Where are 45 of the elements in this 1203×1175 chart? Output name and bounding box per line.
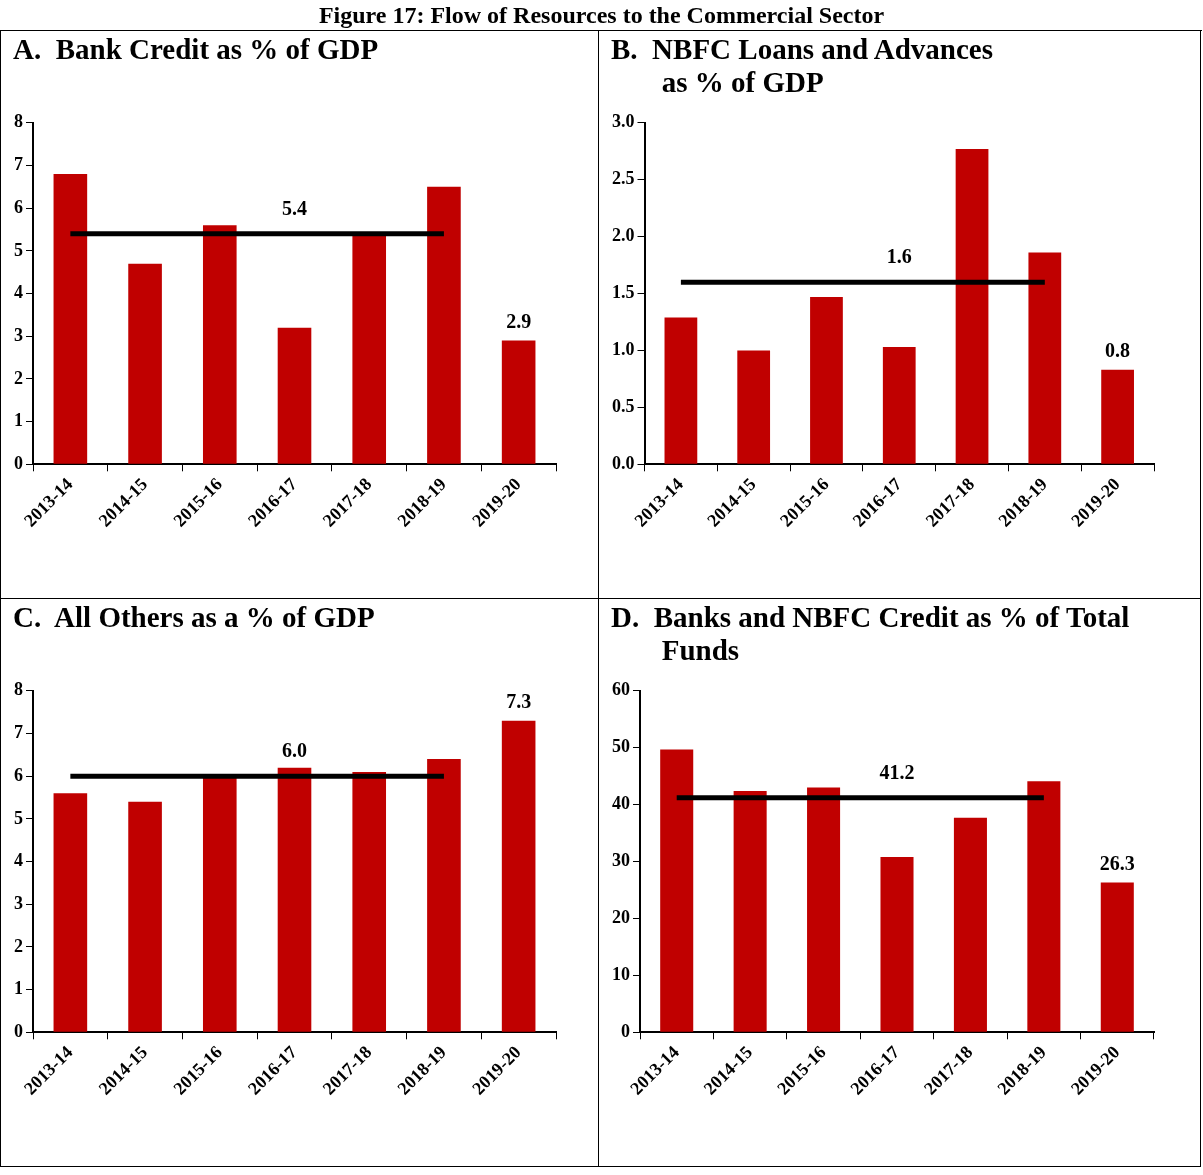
y-tick-label: 1.5 xyxy=(612,282,635,303)
y-tick-label: 4 xyxy=(14,282,23,303)
chart-title: D. Banks and NBFC Credit as % of Total Funds xyxy=(610,600,1131,668)
y-tick-label: 0 xyxy=(14,1020,23,1041)
y-tick-label: 1.0 xyxy=(612,339,635,360)
data-label: 6.0 xyxy=(282,739,307,762)
y-tick-label: 40 xyxy=(612,793,630,814)
data-label: 26.3 xyxy=(1099,851,1135,874)
y-tick-label: 3.0 xyxy=(612,111,635,132)
caption: Figure 17: Flow of Resources to the Commercial Sector xyxy=(317,1,886,30)
y-tick-label: 0.5 xyxy=(612,396,635,417)
data-label: 0.8 xyxy=(1105,338,1131,361)
y-tick-label: 2 xyxy=(14,935,23,956)
data-label: 2.9 xyxy=(506,309,532,332)
y-tick-label: 60 xyxy=(612,679,630,700)
y-tick-label: 0 xyxy=(14,452,23,473)
y-tick-label: 5 xyxy=(14,807,23,828)
y-tick-label: 10 xyxy=(612,964,630,985)
y-tick-label: 3 xyxy=(14,892,23,913)
y-tick-label: 0 xyxy=(621,1020,630,1041)
y-tick-label: 5 xyxy=(14,239,23,260)
y-tick-label: 1 xyxy=(14,978,23,999)
chart-title: A. Bank Credit as % of GDP xyxy=(12,32,380,67)
y-tick-label: 7 xyxy=(14,722,23,743)
y-tick-label: 30 xyxy=(612,850,630,871)
y-tick-label: 6 xyxy=(14,196,23,217)
y-tick-label: 2.5 xyxy=(612,168,635,189)
chart-title: C. All Others as a % of GDP xyxy=(12,600,376,635)
chart-title: B. NBFC Loans and Advances as % of GDP xyxy=(610,32,994,100)
y-tick-label: 1 xyxy=(14,410,23,431)
y-tick-label: 3 xyxy=(14,324,23,345)
y-tick-label: 0.0 xyxy=(612,452,635,473)
y-tick-label: 8 xyxy=(14,111,23,132)
y-tick-label: 20 xyxy=(612,907,630,928)
y-tick-label: 2 xyxy=(14,367,23,388)
data-label: 1.6 xyxy=(886,245,912,268)
y-tick-label: 6 xyxy=(14,764,23,785)
data-label: 7.3 xyxy=(506,689,532,712)
y-tick-label: 8 xyxy=(14,679,23,700)
y-tick-label: 50 xyxy=(612,736,630,757)
data-label: 5.4 xyxy=(282,196,307,219)
y-tick-label: 4 xyxy=(14,850,23,871)
data-label: 41.2 xyxy=(879,760,915,783)
y-tick-label: 2.0 xyxy=(612,225,635,246)
y-tick-label: 7 xyxy=(14,154,23,175)
